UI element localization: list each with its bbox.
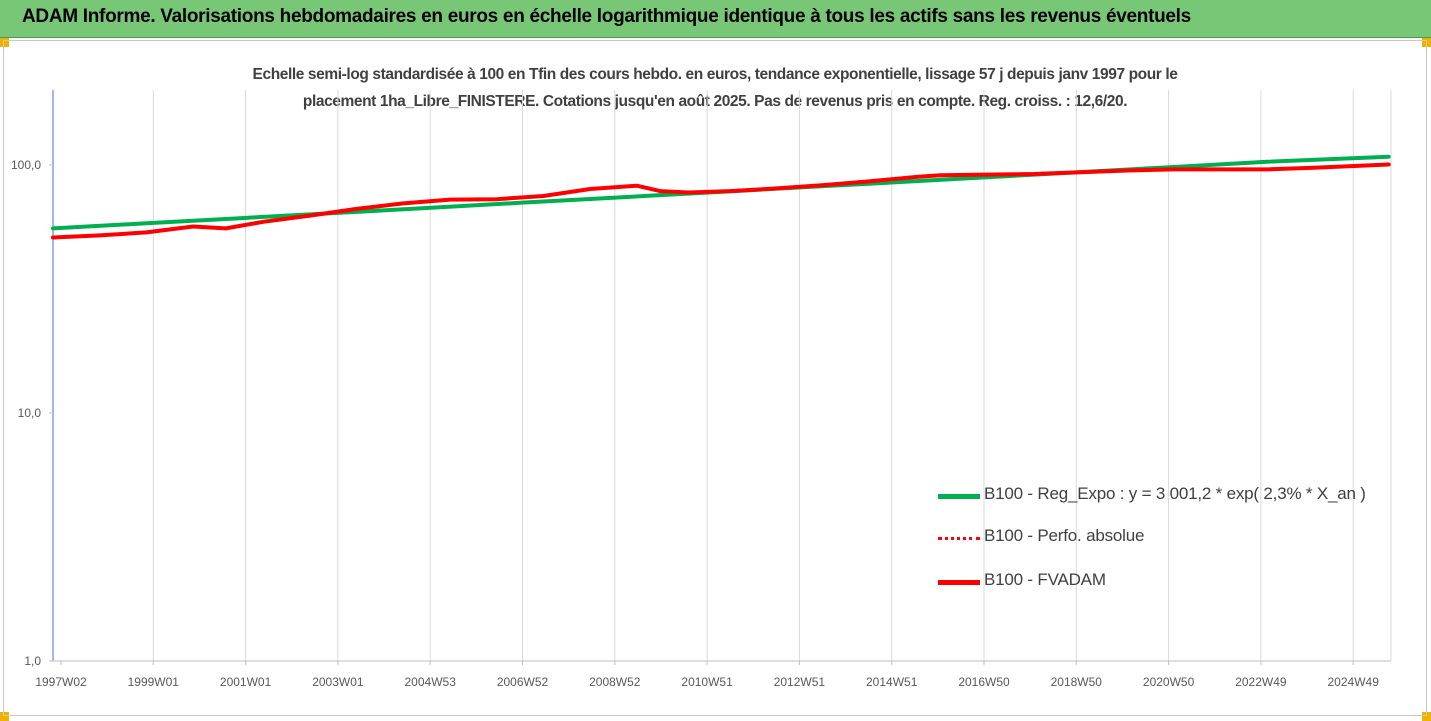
x-tick-label: 2006W52 [497, 675, 549, 689]
legend-label-regression: B100 - Reg_Expo : y = 3 001,2 * exp( 2,3… [984, 484, 1366, 503]
y-tick-label: 100,0 [11, 158, 41, 172]
x-tick-label: 2020W50 [1143, 675, 1195, 689]
legend-item-regression: B100 - Reg_Expo : y = 3 001,2 * exp( 2,3… [938, 482, 1408, 508]
x-tick-label: 2024W49 [1328, 675, 1380, 689]
legend-item-fvadam: B100 - FVADAM [938, 568, 1408, 594]
corner-marker-bottom-right [1422, 712, 1431, 721]
legend-item-perfo-absolue: B100 - Perfo. absolue [938, 524, 1408, 550]
x-tick-label: 1999W01 [128, 675, 180, 689]
x-tick-label: 2010W51 [681, 675, 733, 689]
y-tick-label: 10,0 [18, 406, 42, 420]
x-tick-label: 1997W02 [35, 675, 87, 689]
chart-frame [3, 40, 1427, 716]
legend-label-fvadam: B100 - FVADAM [984, 570, 1106, 589]
x-tick-label: 2016W50 [958, 675, 1010, 689]
x-tick-label: 2012W51 [774, 675, 826, 689]
legend-swatch-perfo-absolue [938, 537, 980, 540]
header-banner: ADAM Informe. Valorisations hebdomadaire… [0, 0, 1431, 38]
legend-swatch-regression [938, 494, 980, 499]
x-tick-label: 2004W53 [405, 675, 457, 689]
legend-swatch-fvadam [938, 580, 980, 585]
legend-label-perfo-absolue: B100 - Perfo. absolue [984, 526, 1145, 545]
chart-legend: B100 - Reg_Expo : y = 3 001,2 * exp( 2,3… [938, 478, 1408, 608]
chart-subtitle-line-2: placement 1ha_Libre_FINISTERE. Cotations… [302, 93, 1128, 110]
series-line-fvadam [51, 162, 1391, 240]
x-tick-label: 2014W51 [866, 675, 918, 689]
chart-subtitle-line-1: Echelle semi-log standardisée à 100 en T… [252, 66, 1178, 83]
x-tick-label: 2003W01 [312, 675, 364, 689]
x-tick-label: 2008W52 [589, 675, 641, 689]
x-tick-label: 2018W50 [1051, 675, 1103, 689]
x-tick-label: 2001W01 [220, 675, 272, 689]
x-tick-label: 2022W49 [1235, 675, 1287, 689]
corner-marker-top-left [0, 38, 9, 47]
corner-marker-bottom-left [0, 712, 9, 721]
y-tick-label: 1,0 [24, 654, 41, 668]
page-title: ADAM Informe. Valorisations hebdomadaire… [22, 6, 1191, 27]
